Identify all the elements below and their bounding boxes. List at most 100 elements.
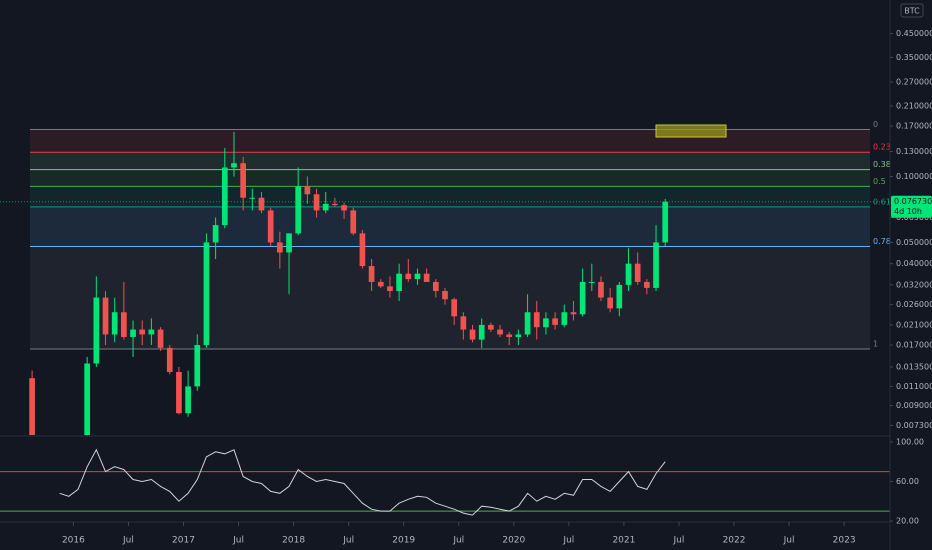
- candle-body: [377, 281, 384, 287]
- y-tick-label: 0.170000: [896, 122, 932, 131]
- candle-body: [93, 297, 100, 364]
- x-tick-label: Jul: [562, 536, 574, 546]
- candle-body: [598, 281, 604, 298]
- fib-band: [30, 186, 870, 207]
- y-tick-label: 0.210000: [896, 101, 932, 110]
- candle-body: [405, 273, 412, 280]
- x-tick-label: 2022: [723, 536, 746, 546]
- candle-body: [212, 225, 219, 243]
- x-tick-label: Jul: [232, 536, 244, 546]
- candle-body: [524, 312, 531, 335]
- y-tick-label: 0.026000: [896, 300, 932, 309]
- candle-body: [194, 345, 201, 387]
- x-tick-label: Jul: [673, 536, 685, 546]
- price-label-box: [891, 195, 932, 218]
- candle-body: [258, 197, 265, 211]
- x-tick-label: 2017: [172, 536, 195, 546]
- x-tick-label: Jul: [783, 536, 795, 546]
- candle-body: [148, 329, 155, 335]
- x-tick-label: Jul: [122, 536, 134, 546]
- rsi-line: [59, 448, 666, 516]
- y-tick-label: 0.270000: [896, 78, 932, 87]
- candle-body: [561, 312, 568, 325]
- candle-body: [616, 284, 623, 309]
- currency: BTC: [904, 7, 920, 16]
- currency-box: [900, 3, 924, 18]
- y-tick-label: 0.032000: [896, 280, 932, 289]
- fib-band: [30, 152, 870, 170]
- fib-label: 0: [873, 120, 878, 129]
- candle-body: [662, 201, 669, 243]
- candle-body: [460, 316, 467, 330]
- fib-band: [30, 206, 870, 247]
- x-tick-label: 2020: [502, 536, 525, 546]
- x-tick-label: 2018: [282, 536, 305, 546]
- candle-body: [29, 378, 35, 435]
- candle-body: [203, 242, 210, 346]
- candle-body: [506, 334, 513, 337]
- y-tick-label: 0.021000: [896, 320, 932, 329]
- candle-body: [625, 263, 632, 285]
- x-tick-label: 2023: [833, 536, 856, 546]
- candle-body: [588, 281, 595, 283]
- candle-body: [579, 281, 586, 315]
- candle-body: [570, 312, 577, 315]
- candle-body: [423, 273, 430, 282]
- x-tick-label: 2021: [612, 536, 635, 546]
- candle-body: [267, 210, 274, 243]
- fib-label: 0.236: [873, 143, 896, 152]
- fib-band: [30, 246, 870, 350]
- fib-label: 0.5: [873, 177, 886, 186]
- candle-body: [277, 242, 283, 253]
- y-tick-label: 0.040000: [896, 259, 932, 268]
- candle-body: [451, 299, 458, 317]
- countdown: 4d 10h: [894, 207, 922, 216]
- candle-body: [102, 297, 109, 335]
- y-tick-label: 0.009000: [896, 401, 932, 410]
- y-axis: 0.450000 0.350000 0.270000 0.210000 0.170000…: [890, 29, 932, 526]
- candle-body: [634, 263, 641, 282]
- candle-body: [111, 312, 118, 335]
- y-tick-label: 0.050000: [896, 238, 932, 247]
- candle-body: [304, 186, 311, 195]
- fib-label: 1: [873, 340, 878, 349]
- highlight-box: [655, 124, 727, 138]
- price-axis: [890, 0, 932, 550]
- x-axis: 2016 Jul 2017 Jul 2018 Jul 2019 Jul 2020 Jul 2021 J…: [62, 522, 856, 546]
- y-tick-label: 0.100000: [896, 172, 932, 181]
- rsi-tick-label: 20.00: [896, 517, 919, 526]
- candle-body: [332, 203, 338, 206]
- candle-body: [176, 372, 182, 414]
- candle-body: [478, 324, 485, 340]
- candle-body: [387, 286, 393, 292]
- candle-body: [221, 167, 228, 226]
- candle-body: [166, 347, 173, 373]
- candle-body: [469, 329, 476, 340]
- candle-body: [84, 363, 91, 435]
- candle-body: [322, 203, 329, 211]
- rsi-tick-label: 60.00: [896, 477, 919, 486]
- candle-body: [157, 329, 164, 348]
- fib-band: [30, 129, 870, 153]
- rsi-tick-label: 100.00: [896, 437, 924, 446]
- candle-body: [515, 334, 522, 337]
- candle-body: [533, 312, 540, 328]
- candle-body: [130, 329, 136, 337]
- candle-body: [442, 291, 448, 300]
- candle-body: [341, 205, 347, 211]
- fib-band: [30, 169, 870, 187]
- fib-label: 0.618: [873, 197, 896, 206]
- candle-body: [286, 233, 292, 253]
- candle-body: [653, 242, 659, 288]
- y-tick-label: 0.011000: [896, 382, 932, 391]
- y-tick-label: 0.450000: [896, 29, 932, 38]
- candle-body: [368, 266, 375, 282]
- candle-body: [313, 194, 320, 211]
- candle-body: [350, 210, 357, 234]
- candle-body: [497, 329, 503, 335]
- candle-body: [249, 197, 256, 199]
- candle-body: [432, 281, 439, 292]
- candle-body: [488, 324, 494, 330]
